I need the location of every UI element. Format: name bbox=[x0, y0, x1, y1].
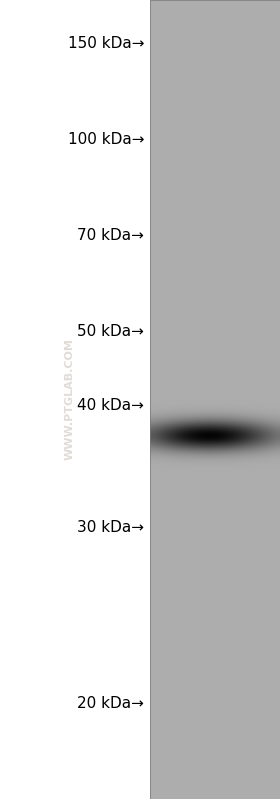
Bar bbox=[0, 0, 150, 799]
Text: 20 kDa→: 20 kDa→ bbox=[77, 696, 144, 710]
Text: 50 kDa→: 50 kDa→ bbox=[77, 324, 144, 339]
Text: 30 kDa→: 30 kDa→ bbox=[77, 520, 144, 535]
Text: WWW.PTGLAB.COM: WWW.PTGLAB.COM bbox=[65, 339, 75, 460]
Bar bbox=[150, 0, 280, 799]
Text: 70 kDa→: 70 kDa→ bbox=[77, 229, 144, 243]
Text: 150 kDa→: 150 kDa→ bbox=[68, 37, 144, 51]
Text: 100 kDa→: 100 kDa→ bbox=[68, 133, 144, 147]
Text: 40 kDa→: 40 kDa→ bbox=[77, 399, 144, 413]
